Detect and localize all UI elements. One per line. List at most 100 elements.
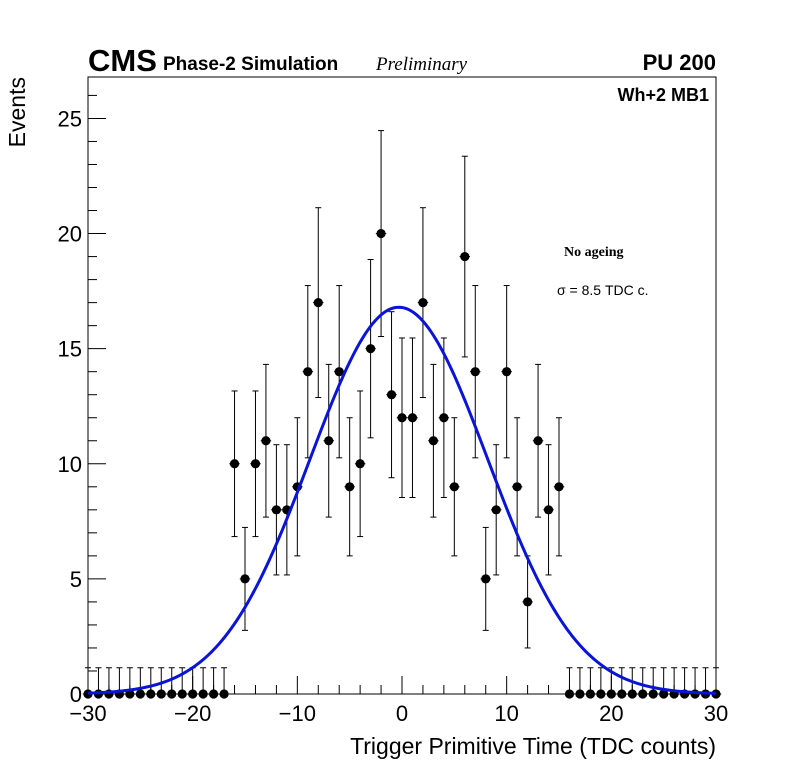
marker (502, 367, 512, 377)
marker (386, 390, 397, 400)
y-tick-label: 10 (58, 452, 82, 477)
data-point (449, 417, 460, 557)
data-series (82, 130, 722, 699)
marker (376, 228, 386, 239)
data-point (438, 337, 450, 498)
data-point (187, 667, 198, 699)
x-tick-label: 30 (704, 701, 728, 726)
marker (627, 689, 637, 699)
marker (543, 505, 554, 515)
marker (146, 689, 156, 699)
marker (460, 251, 470, 262)
marker (491, 505, 501, 515)
axis-tick-labels: −30 −20 −10 0 10 20 30 0 5 10 15 20 25 (58, 106, 729, 726)
y-tick-label: 15 (58, 337, 82, 362)
data-point (135, 667, 146, 699)
marker (355, 459, 365, 469)
y-axis-label: Events (4, 77, 30, 147)
marker (313, 298, 323, 308)
subtitle-label: Phase-2 Simulation (163, 54, 338, 75)
data-point (522, 555, 533, 649)
marker (303, 367, 313, 377)
data-point (302, 285, 314, 459)
marker (397, 413, 407, 423)
data-point (532, 363, 544, 518)
data-point (668, 667, 680, 699)
marker (209, 689, 219, 699)
data-point (354, 390, 366, 538)
x-tick-label: −30 (69, 701, 106, 726)
data-point (103, 667, 115, 699)
data-point (365, 258, 376, 439)
data-point (396, 337, 408, 498)
marker (470, 367, 480, 377)
status-label: Preliminary (375, 54, 468, 75)
data-point (606, 667, 617, 699)
data-point (208, 667, 219, 699)
marker (418, 298, 428, 308)
x-tick-label: 0 (396, 701, 408, 726)
marker (617, 689, 627, 699)
data-point (333, 285, 345, 459)
data-point (501, 285, 512, 459)
data-point (166, 667, 177, 699)
marker (575, 689, 585, 699)
marker (334, 367, 344, 377)
data-point (585, 667, 596, 699)
data-point (313, 207, 324, 399)
marker (449, 482, 459, 492)
data-point (197, 667, 209, 699)
data-point (710, 667, 722, 699)
marker (271, 505, 281, 515)
marker (596, 689, 606, 699)
x-axis-label: Trigger Primitive Time (TDC counts) (350, 733, 716, 759)
marker (407, 413, 418, 423)
data-point (114, 667, 125, 699)
marker (250, 459, 261, 469)
data-point (344, 417, 355, 557)
marker (345, 482, 355, 492)
data-point (543, 444, 554, 576)
marker (585, 689, 596, 699)
marker (512, 482, 522, 492)
marker (554, 482, 564, 492)
marker (439, 413, 449, 423)
data-point (176, 667, 188, 699)
data-point (647, 667, 659, 699)
marker (156, 689, 166, 699)
chamber-label: Wh+2 MB1 (617, 85, 709, 105)
data-point (407, 337, 418, 498)
fit-curve (87, 305, 717, 695)
data-point (124, 667, 136, 699)
marker (711, 689, 721, 699)
marker (606, 689, 616, 699)
x-tick-label: 10 (494, 701, 518, 726)
data-point (218, 667, 230, 699)
data-point (616, 667, 628, 699)
marker (324, 436, 334, 446)
marker (638, 689, 648, 699)
pileup-label: PU 200 (643, 50, 716, 75)
marker (428, 436, 438, 446)
condition-label: No ageing (564, 245, 624, 260)
y-tick-label: 0 (70, 682, 82, 707)
marker (564, 689, 575, 699)
data-point (229, 390, 240, 538)
marker (261, 436, 271, 446)
data-point (271, 444, 282, 576)
x-tick-label: −10 (279, 701, 316, 726)
marker (177, 689, 187, 699)
data-point (637, 667, 648, 699)
marker (366, 344, 376, 354)
data-point (564, 667, 575, 699)
marker (659, 689, 669, 699)
data-point (239, 526, 251, 631)
marker (198, 689, 208, 699)
data-point (375, 130, 387, 338)
data-point (250, 390, 261, 538)
marker (167, 689, 177, 699)
x-tick-label: −20 (174, 701, 211, 726)
data-point (459, 155, 471, 358)
data-point (480, 526, 491, 631)
marker (229, 459, 240, 469)
